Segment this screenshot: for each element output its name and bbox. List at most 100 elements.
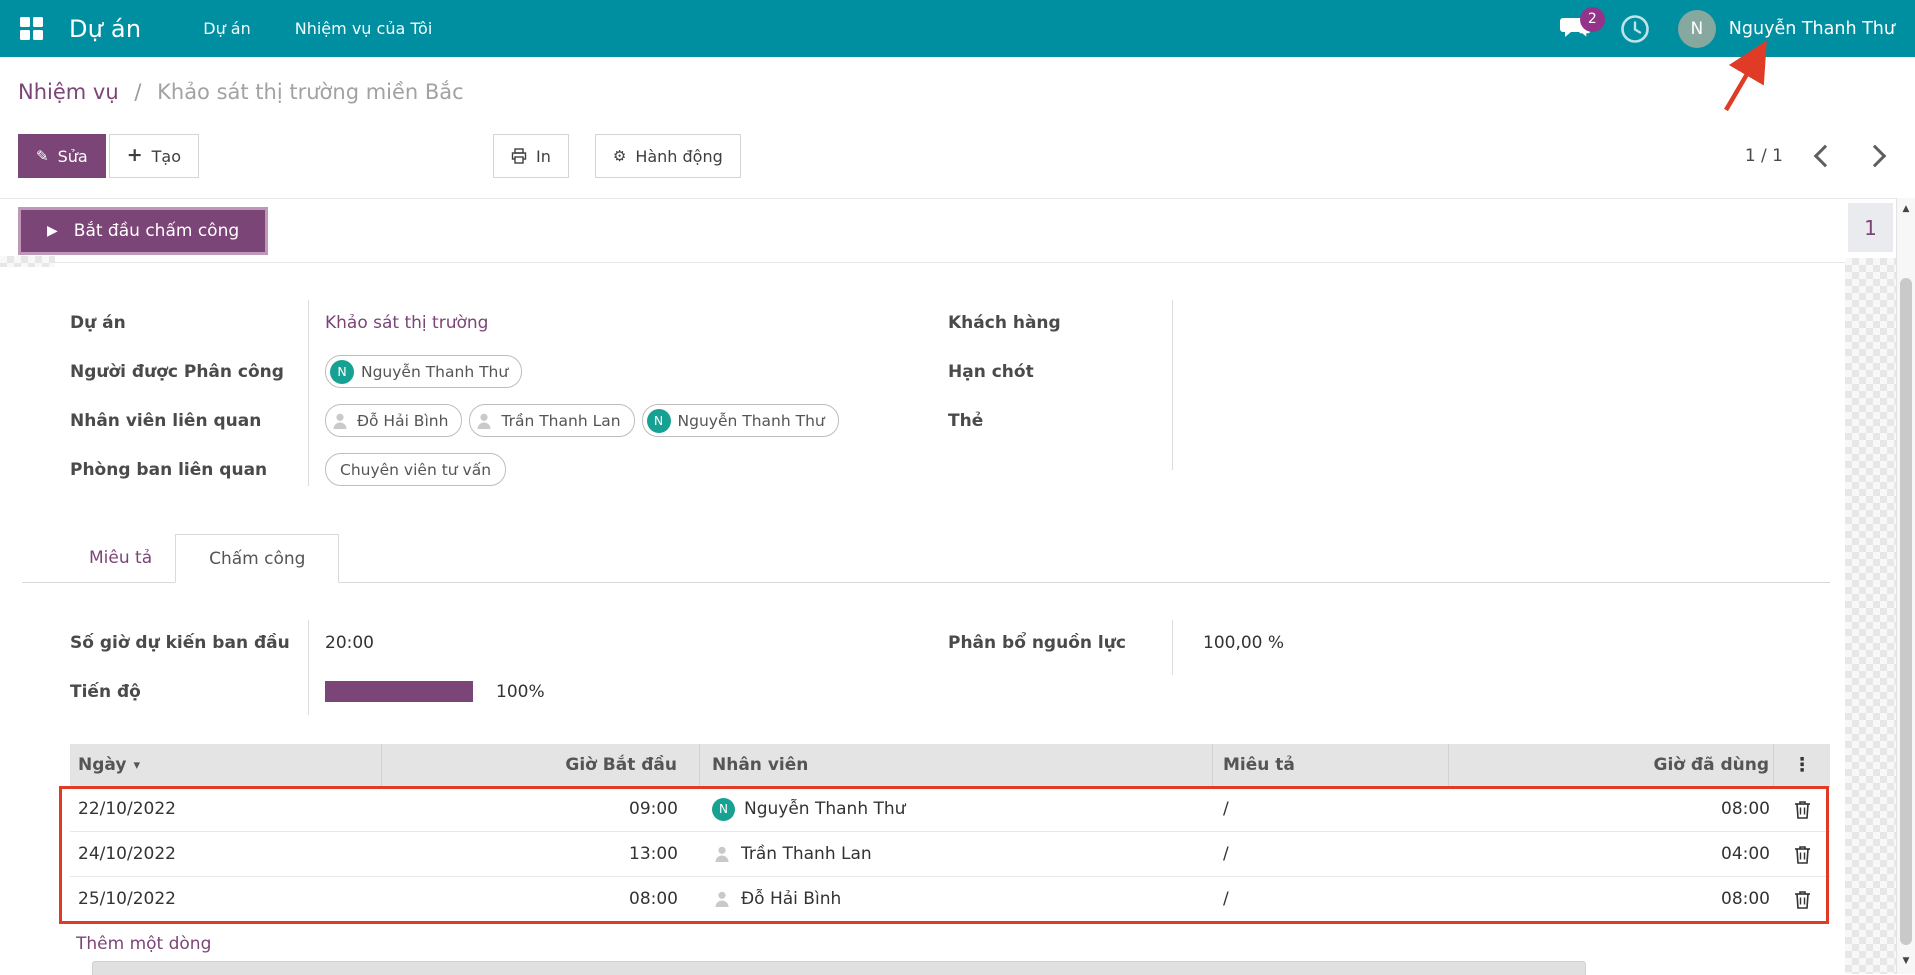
- department-label: Phòng ban liên quan: [70, 459, 268, 480]
- header-employee[interactable]: Nhân viên: [700, 744, 1213, 786]
- details-right-column: Phân bổ nguồn lực 100,00 %: [948, 618, 1472, 675]
- edit-button[interactable]: ✎ Sửa: [18, 134, 106, 178]
- user-menu[interactable]: N Nguyễn Thanh Thư: [1677, 9, 1895, 48]
- employee-tag-name: Đỗ Hải Bình: [357, 411, 449, 430]
- row-start: 09:00: [629, 799, 678, 819]
- avatar-initial: N: [646, 408, 671, 433]
- planned-hours-label: Số giờ dự kiến ban đầu: [70, 632, 290, 653]
- delete-row-icon[interactable]: [1794, 845, 1811, 864]
- planned-hours-value: 20:00: [325, 632, 374, 653]
- create-button[interactable]: + Tạo: [108, 134, 199, 178]
- add-line-link[interactable]: Thêm một dòng: [76, 934, 212, 954]
- gear-icon: ⚙: [612, 146, 627, 165]
- topbar: Dự án Dự án Nhiệm vụ của Tôi 2 N Nguyễn …: [0, 0, 1915, 57]
- employee-tag[interactable]: Trần Thanh Lan: [469, 404, 635, 437]
- row-start: 08:00: [629, 889, 678, 909]
- breadcrumb-current: Khảo sát thị trường miền Bắc: [157, 80, 464, 104]
- control-panel: Nhiệm vụ / Khảo sát thị trường miền Bắc …: [0, 57, 1915, 199]
- progress-label: Tiến độ: [70, 681, 141, 702]
- delete-row-icon[interactable]: [1794, 890, 1811, 909]
- header-start[interactable]: Giờ Bắt đầu: [382, 744, 700, 786]
- deadline-label: Hạn chót: [948, 361, 1034, 382]
- allocation-value: 100,00 %: [1203, 632, 1285, 653]
- row-date: 25/10/2022: [78, 889, 176, 909]
- apps-grid-icon[interactable]: [20, 17, 43, 40]
- header-date-label: Ngày: [78, 755, 127, 775]
- next-section-edge: [92, 961, 1586, 975]
- action-button-label: Hành động: [635, 146, 723, 166]
- vertical-scrollbar[interactable]: ▲ ▼: [1896, 198, 1915, 974]
- table-row[interactable]: 24/10/2022 13:00 Trần Thanh Lan / 04:00: [70, 832, 1830, 877]
- project-link[interactable]: Khảo sát thị trường: [325, 312, 489, 333]
- message-count-badge: 2: [1579, 6, 1605, 32]
- header-spent-label: Giờ đã dùng: [1653, 755, 1769, 775]
- assignee-tag[interactable]: N Nguyễn Thanh Thư: [325, 355, 523, 388]
- pager-previous-icon[interactable]: [1813, 144, 1837, 168]
- table-row[interactable]: 25/10/2022 08:00 Đỗ Hải Bình / 08:00: [70, 877, 1830, 922]
- row-start: 13:00: [629, 844, 678, 864]
- project-label: Dự án: [70, 312, 126, 333]
- employee-tag-name: Trần Thanh Lan: [501, 411, 621, 430]
- printer-icon: [511, 148, 527, 164]
- department-tag-name: Chuyên viên tư vấn: [340, 460, 492, 479]
- scrollbar-thumb[interactable]: [1900, 278, 1912, 945]
- details-left-column: Số giờ dự kiến ban đầu 20:00 Tiến độ 100…: [70, 618, 868, 716]
- header-date[interactable]: Ngày ▾: [70, 744, 382, 786]
- row-description: /: [1223, 799, 1229, 819]
- timesheet-count-button[interactable]: 1: [1848, 203, 1893, 252]
- topbar-right: 2 N Nguyễn Thanh Thư: [1559, 6, 1895, 48]
- transparent-region: [0, 256, 55, 267]
- avatar-initial: N: [330, 359, 354, 384]
- breadcrumb-separator: /: [134, 80, 142, 104]
- pager-next-icon[interactable]: [1863, 144, 1887, 168]
- label-separator-line: [1172, 620, 1173, 675]
- app-title[interactable]: Dự án: [69, 14, 142, 43]
- pager-counter: 1 / 1: [1744, 146, 1783, 166]
- progress-value: 100%: [496, 681, 545, 702]
- edit-button-label: Sửa: [57, 146, 88, 166]
- activity-clock-button[interactable]: [1620, 14, 1650, 44]
- department-tag[interactable]: Chuyên viên tư vấn: [325, 453, 507, 486]
- tab-description[interactable]: Miêu tả: [89, 548, 153, 568]
- clock-icon: [1620, 14, 1649, 43]
- header-start-label: Giờ Bắt đầu: [565, 755, 677, 775]
- row-date: 22/10/2022: [78, 799, 176, 819]
- department-tags: Chuyên viên tư vấn: [308, 453, 908, 486]
- breadcrumb-tasks-link[interactable]: Nhiệm vụ: [18, 80, 119, 104]
- nav-projects[interactable]: Dự án: [203, 19, 251, 38]
- customer-label: Khách hàng: [948, 312, 1061, 333]
- scroll-down-icon[interactable]: ▼: [1902, 956, 1910, 966]
- plus-icon: +: [126, 143, 143, 166]
- kebab-menu-icon: ⋮: [1792, 754, 1812, 776]
- table-row[interactable]: 22/10/2022 09:00 N Nguyễn Thanh Thư / 08…: [70, 787, 1830, 832]
- employee-tag[interactable]: N Nguyễn Thanh Thư: [641, 404, 839, 437]
- row-description: /: [1223, 844, 1229, 864]
- label-separator-line: [308, 300, 309, 486]
- tab-timesheet[interactable]: Chấm công: [175, 534, 340, 583]
- messages-button[interactable]: 2: [1559, 6, 1605, 42]
- statusbar: ▶ Bắt đầu chấm công 1: [0, 199, 1915, 263]
- scroll-up-icon[interactable]: ▲: [1902, 204, 1910, 214]
- create-button-label: Tạo: [151, 146, 181, 166]
- breadcrumb: Nhiệm vụ / Khảo sát thị trường miền Bắc: [18, 76, 1915, 109]
- header-description[interactable]: Miêu tả: [1213, 744, 1449, 786]
- person-icon: [477, 413, 491, 429]
- row-spent: 08:00: [1721, 889, 1770, 909]
- label-separator-line: [1172, 300, 1173, 470]
- nav-my-tasks[interactable]: Nhiệm vụ của Tôi: [294, 19, 433, 38]
- pencil-icon: ✎: [36, 146, 49, 165]
- header-employee-label: Nhân viên: [712, 755, 809, 775]
- row-employee: Trần Thanh Lan: [741, 844, 872, 864]
- employees-label: Nhân viên liên quan: [70, 410, 262, 431]
- employee-tag-name: Nguyễn Thanh Thư: [677, 411, 825, 430]
- avatar-initial: N: [719, 802, 728, 816]
- action-button[interactable]: ⚙ Hành động: [594, 134, 741, 178]
- person-icon: [715, 891, 729, 907]
- print-button[interactable]: In: [493, 134, 569, 178]
- employee-tag[interactable]: Đỗ Hải Bình: [325, 404, 463, 437]
- start-timer-button[interactable]: ▶ Bắt đầu chấm công: [18, 207, 269, 255]
- header-options[interactable]: ⋮: [1774, 744, 1830, 786]
- delete-row-icon[interactable]: [1794, 800, 1811, 819]
- form-left-column: Dự án Khảo sát thị trường Người được Phâ…: [70, 298, 908, 494]
- header-spent[interactable]: Giờ đã dùng: [1449, 744, 1774, 786]
